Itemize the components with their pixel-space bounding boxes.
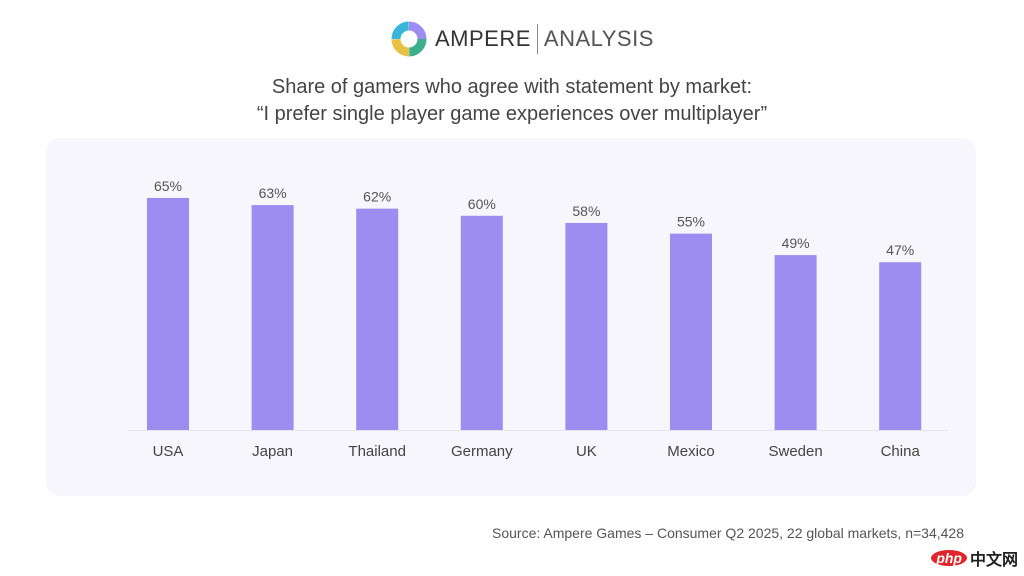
bar-mexico — [670, 233, 712, 430]
data-label: 60% — [468, 196, 496, 212]
x-tick-label: UK — [576, 443, 597, 460]
ampere-analysis-logo: AMPERE ANALYSIS — [391, 21, 654, 57]
x-tick-label: Mexico — [667, 443, 715, 460]
source-note: Source: Ampere Games – Consumer Q2 2025,… — [492, 525, 964, 541]
logo-division: ANALYSIS — [543, 26, 654, 51]
data-label: 58% — [572, 203, 600, 219]
bar-thailand — [356, 208, 399, 430]
x-tick-label: Sweden — [768, 443, 822, 460]
data-label: 49% — [782, 235, 810, 251]
bar-sweden — [774, 255, 817, 430]
chart-panel — [46, 138, 976, 496]
bar-china — [879, 262, 922, 430]
watermark-php: php — [931, 550, 967, 566]
bar-uk — [565, 222, 608, 430]
bar-germany — [460, 215, 503, 430]
watermark: php 中文网 — [931, 546, 1018, 570]
x-tick-label: Thailand — [348, 443, 406, 460]
title-line-2: “I prefer single player game experiences… — [256, 103, 768, 125]
x-tick-label: Germany — [451, 443, 513, 460]
chart-title: Share of gamers who agree with statement… — [0, 74, 1024, 128]
data-label: 63% — [259, 185, 287, 201]
data-label: 65% — [154, 178, 182, 194]
data-label: 55% — [677, 214, 705, 230]
x-tick-label: Japan — [252, 443, 293, 460]
logo-brand: AMPERE — [435, 26, 531, 51]
title-line-1: Share of gamers who agree with statement… — [271, 76, 753, 98]
logo-divider — [536, 24, 538, 54]
bar-japan — [251, 205, 294, 430]
x-tick-label: USA — [153, 443, 184, 460]
data-label: 62% — [363, 189, 391, 205]
logo-ring-icon — [391, 21, 427, 57]
watermark-text: 中文网 — [969, 552, 1018, 569]
data-label: 47% — [886, 242, 914, 258]
x-tick-label: China — [881, 443, 921, 460]
bar-usa — [147, 197, 189, 430]
